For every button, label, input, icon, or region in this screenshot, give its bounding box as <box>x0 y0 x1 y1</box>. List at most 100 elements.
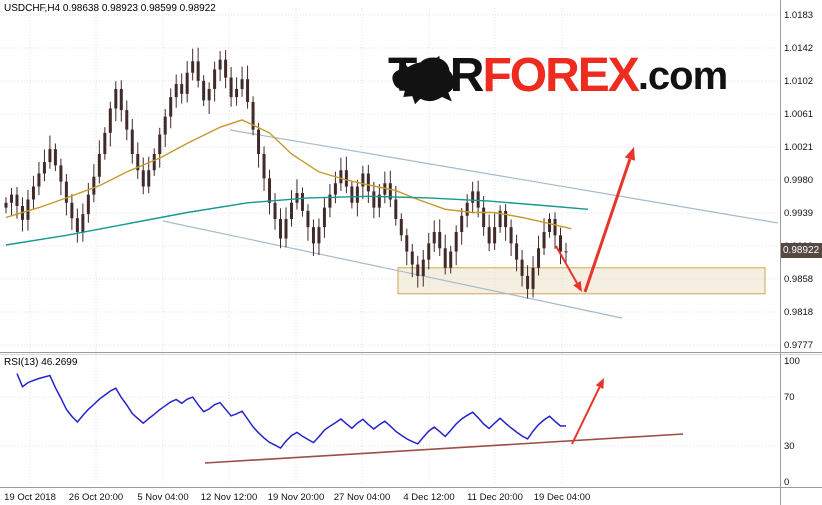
candle-body <box>482 207 486 228</box>
candle-body <box>15 194 19 207</box>
candle-body <box>262 153 266 179</box>
candle-body <box>119 88 123 111</box>
candle-body <box>410 251 414 265</box>
candle-body <box>108 108 112 133</box>
candle-body <box>37 173 41 187</box>
price-axis-label: 0.9939 <box>784 208 813 219</box>
price-axis-label: 1.0021 <box>784 142 813 153</box>
price-axis-label: 0.9777 <box>784 340 813 351</box>
rsi-forecast-arrow-head <box>595 378 604 389</box>
time-axis-label: 12 Nov 12:00 <box>201 492 258 503</box>
candle-body <box>438 232 442 249</box>
candle-body <box>388 183 392 200</box>
candle-body <box>185 72 189 94</box>
candle-body <box>152 153 156 171</box>
candle-body <box>70 202 74 219</box>
candle-body <box>92 176 96 195</box>
candle-body <box>405 235 409 252</box>
candle-body <box>421 259 425 276</box>
candle-body <box>300 193 304 211</box>
price-forecast-arrow-head <box>624 147 635 161</box>
candle-body <box>531 267 535 289</box>
time-axis-label: 5 Nov 04:00 <box>137 492 188 503</box>
candle-body <box>476 191 480 208</box>
candle-body <box>498 210 502 228</box>
candle-body <box>350 186 354 203</box>
candle-body <box>559 235 563 252</box>
candle-body <box>26 199 30 220</box>
candle-body <box>317 227 321 244</box>
price-axis-label: 0.9818 <box>784 307 813 318</box>
time-axis-label: 26 Oct 20:00 <box>69 492 123 503</box>
candle-body <box>542 232 546 249</box>
candle-body <box>48 149 52 163</box>
rsi-trendline <box>204 433 684 464</box>
candle-body <box>213 69 217 89</box>
candle-body <box>4 202 8 208</box>
candle-body <box>460 215 464 233</box>
support-zone <box>397 267 766 295</box>
channel-line <box>229 129 779 224</box>
candle-body <box>344 170 348 187</box>
candle-body <box>9 194 13 203</box>
candle-body <box>520 259 524 276</box>
candle-body <box>284 219 288 239</box>
candle-body <box>322 207 326 228</box>
rsi-forecast-arrow <box>571 386 601 445</box>
candle-body <box>328 194 332 208</box>
time-axis-label: 19 Oct 2018 <box>4 492 56 503</box>
candle-body <box>454 232 458 252</box>
candle-body <box>366 173 370 192</box>
candle-body <box>42 162 46 174</box>
candle-body <box>240 79 244 89</box>
candle-body <box>268 178 272 203</box>
time-axis-label: 19 Nov 20:00 <box>268 492 325 503</box>
candle-body <box>295 193 299 203</box>
candle-body <box>246 79 250 102</box>
candle-body <box>432 232 436 244</box>
pullback-arrow <box>555 245 578 284</box>
rsi-indicator-label: RSI(13) 46.2699 <box>4 357 78 368</box>
price-axis-label: 1.0183 <box>784 10 813 21</box>
candle-body <box>333 183 337 195</box>
candle-body <box>306 210 310 228</box>
torforex-logo: TOR FOREX .com <box>388 52 735 105</box>
candle-body <box>377 194 381 208</box>
candle-body <box>31 186 35 200</box>
chart-symbol-ohlc: USDCHF,H4 0.98638 0.98923 0.98599 0.9892… <box>4 3 216 14</box>
rsi-axis-label: 30 <box>784 441 795 452</box>
channel-lines <box>162 129 779 319</box>
candle-body <box>504 210 508 228</box>
time-axis-label: 27 Nov 04:00 <box>334 492 391 503</box>
price-axis-label: 0.9980 <box>784 175 813 186</box>
candle-body <box>103 132 107 154</box>
candle-body <box>64 181 68 203</box>
candle-body <box>174 84 178 98</box>
rsi-axis-label: 0 <box>784 477 789 488</box>
candle-body <box>86 194 90 215</box>
candle-body <box>394 199 398 220</box>
candlesticks <box>4 47 568 299</box>
price-axis-label: 1.0061 <box>784 109 813 120</box>
candle-body <box>114 88 118 109</box>
ma-slow-line <box>5 195 589 246</box>
candle-body <box>235 88 239 98</box>
candle-body <box>339 170 343 184</box>
ma-fast-line <box>5 119 572 230</box>
candle-body <box>169 97 173 117</box>
gridlines <box>0 8 780 485</box>
price-axis-label: 1.0142 <box>784 43 813 54</box>
time-axis-label: 11 Dec 20:00 <box>467 492 523 503</box>
price-axis-label: 1.0102 <box>784 76 813 87</box>
candle-body <box>526 275 530 289</box>
candle-body <box>548 219 552 233</box>
candle-body <box>493 227 497 244</box>
candle-body <box>196 61 200 81</box>
candle-body <box>180 84 184 94</box>
candle-body <box>372 191 376 208</box>
candle-body <box>53 149 57 166</box>
candle-body <box>130 129 134 154</box>
candle-body <box>553 219 557 236</box>
candle-body <box>273 202 277 220</box>
